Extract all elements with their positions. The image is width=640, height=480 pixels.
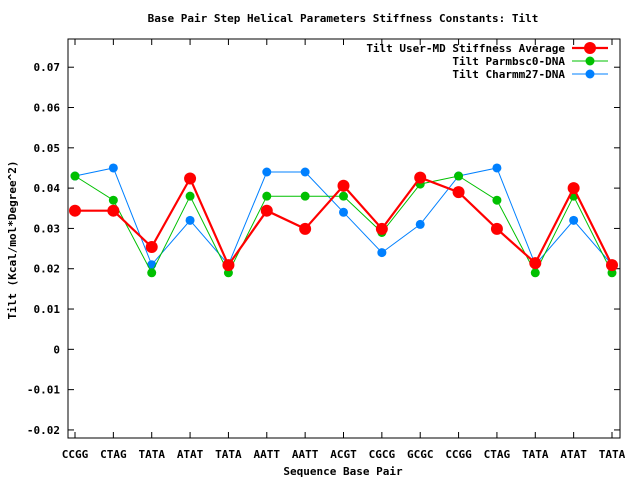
data-point <box>530 268 540 278</box>
data-point <box>606 259 618 272</box>
data-point <box>299 222 312 235</box>
data-point <box>569 215 579 225</box>
chart-title: Base Pair Step Helical Parameters Stiffn… <box>148 12 539 25</box>
data-point <box>377 248 387 258</box>
x-tick-label: TATA <box>215 448 242 461</box>
data-point <box>492 163 502 173</box>
data-point <box>262 191 272 201</box>
x-tick-label: TATA <box>599 448 626 461</box>
x-tick-label: TATA <box>522 448 549 461</box>
data-point <box>490 222 503 235</box>
data-point <box>414 171 427 184</box>
data-point <box>107 204 120 217</box>
data-point <box>108 163 118 173</box>
legend-label: Tilt User-MD Stiffness Average <box>366 42 565 55</box>
data-point <box>145 240 158 253</box>
data-point <box>492 195 502 205</box>
legend-swatch-marker <box>585 56 595 66</box>
x-tick-label: CTAG <box>100 448 127 461</box>
y-tick-label: 0.01 <box>34 303 61 316</box>
data-point <box>70 171 80 181</box>
data-point <box>300 191 310 201</box>
x-tick-label: ATAT <box>560 448 587 461</box>
data-point <box>260 204 273 217</box>
data-point <box>262 167 272 177</box>
y-tick-label: 0.06 <box>34 102 61 115</box>
legend-swatch-marker <box>585 69 595 79</box>
y-axis-label: Tilt (Kcal/mol*Degree^2) <box>6 161 19 320</box>
legend-swatch-marker <box>584 42 596 54</box>
x-tick-label: CCGG <box>62 448 89 461</box>
x-tick-label: CTAG <box>484 448 511 461</box>
legend-item: Tilt Charmm27-DNA <box>452 68 608 81</box>
x-tick-label: ATAT <box>177 448 204 461</box>
x-tick-label: AATT <box>254 448 281 461</box>
data-point <box>567 182 580 195</box>
data-point <box>337 179 350 192</box>
y-tick-label: 0.04 <box>34 182 61 195</box>
legend-item: Tilt Parmbsc0-DNA <box>452 55 608 68</box>
data-point <box>185 191 195 201</box>
series-1 <box>69 171 618 272</box>
data-point <box>375 222 388 235</box>
series-layer <box>69 163 618 278</box>
data-point <box>69 204 81 217</box>
data-point <box>415 219 425 229</box>
x-tick-label: GCGC <box>407 448 434 461</box>
y-tick-label: 0.02 <box>34 263 61 276</box>
data-point <box>147 260 157 270</box>
data-point <box>300 167 310 177</box>
y-tick-label: 0.05 <box>34 142 61 155</box>
data-point <box>184 172 197 185</box>
x-axis: CCGG CTAG TATA ATAT TATA AATT AATT ACGT CGCG GCGC… <box>62 39 626 461</box>
data-point <box>222 259 235 272</box>
x-tick-label: AATT <box>292 448 319 461</box>
data-point <box>452 186 465 199</box>
y-axis: 0.07 0.06 0.05 0.04 0.03 0.02 0.01 0 -0.01 -0.02 <box>27 61 620 437</box>
x-tick-label: ACGT <box>330 448 357 461</box>
data-point <box>339 191 348 201</box>
legend-item: Tilt User-MD Stiffness Average <box>366 42 608 55</box>
plot-area <box>67 38 621 439</box>
y-tick-label: 0 <box>53 343 60 356</box>
data-point <box>108 195 118 205</box>
x-tick-label: CCGG <box>445 448 472 461</box>
y-tick-label: 0.03 <box>34 222 61 235</box>
data-point <box>529 257 542 270</box>
x-axis-label: Sequence Base Pair <box>283 465 403 478</box>
data-point <box>147 268 157 278</box>
y-tick-label: 0.07 <box>34 61 61 74</box>
legend-label: Tilt Parmbsc0-DNA <box>452 55 565 68</box>
x-tick-label: CGCG <box>369 448 396 461</box>
series-3 <box>70 163 617 270</box>
data-point <box>185 215 195 225</box>
legend-label: Tilt Charmm27-DNA <box>452 68 565 81</box>
x-tick-label: TATA <box>138 448 165 461</box>
data-point <box>454 171 464 181</box>
data-point <box>339 207 348 217</box>
y-tick-label: -0.01 <box>27 384 60 397</box>
y-tick-label: -0.02 <box>27 424 60 437</box>
